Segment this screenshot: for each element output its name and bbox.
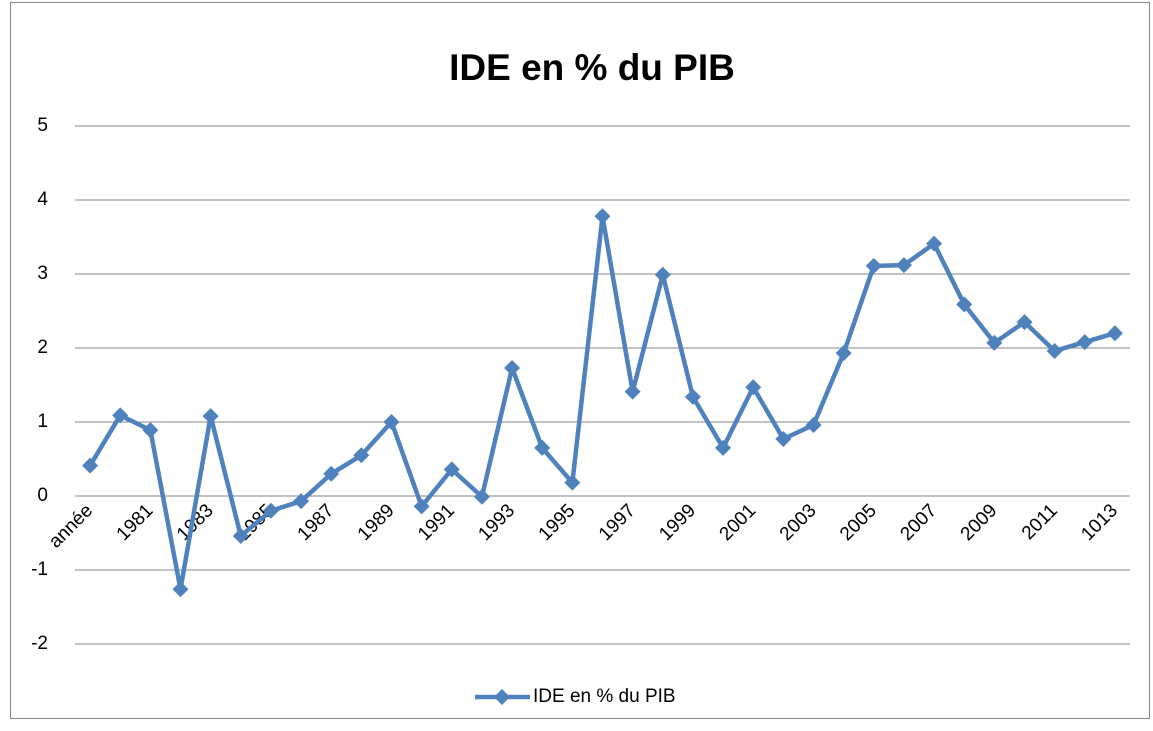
data-point	[353, 447, 370, 464]
data-point	[835, 345, 852, 362]
data-point	[654, 266, 671, 283]
data-point	[232, 527, 249, 544]
data-point	[262, 502, 279, 519]
data-point	[956, 296, 973, 313]
y-tick-label: 1	[37, 411, 48, 432]
data-point	[323, 465, 340, 482]
data-point	[1076, 334, 1093, 351]
data-point	[202, 408, 219, 425]
y-tick-label: -2	[31, 633, 48, 654]
data-point	[383, 414, 400, 430]
data-point	[413, 498, 430, 515]
chart-border	[10, 2, 1150, 719]
legend-marker	[494, 689, 510, 705]
chart-title: IDE en % du PIB	[449, 47, 735, 88]
data-point	[172, 581, 189, 598]
data-point	[293, 493, 310, 510]
data-point	[443, 461, 460, 478]
data-point	[1106, 325, 1123, 342]
data-point	[1016, 314, 1033, 331]
data-point	[986, 334, 1003, 351]
data-point	[624, 383, 641, 400]
legend-label: IDE en % du PIB	[533, 686, 676, 707]
y-tick-label: 5	[37, 115, 48, 136]
data-point	[473, 488, 490, 505]
data-point	[142, 422, 159, 439]
y-tick-label: 3	[37, 263, 48, 284]
data-point	[805, 416, 822, 433]
data-point	[684, 388, 701, 405]
data-point	[504, 359, 521, 376]
data-point	[594, 208, 611, 225]
legend-item: IDE en % du PIB	[475, 686, 676, 707]
data-point	[865, 257, 882, 274]
y-tick-label: 4	[37, 189, 48, 210]
data-point	[82, 457, 99, 474]
y-tick-label: -1	[31, 559, 48, 580]
data-point	[775, 431, 792, 448]
data-point	[112, 407, 129, 424]
data-point	[926, 235, 943, 252]
data-point	[715, 439, 732, 456]
data-point	[895, 257, 912, 274]
data-point	[534, 439, 551, 456]
data-point	[745, 379, 762, 396]
y-tick-label: 2	[37, 337, 48, 358]
data-point	[564, 474, 581, 491]
data-point	[1046, 342, 1063, 359]
y-tick-label: 0	[37, 485, 48, 506]
